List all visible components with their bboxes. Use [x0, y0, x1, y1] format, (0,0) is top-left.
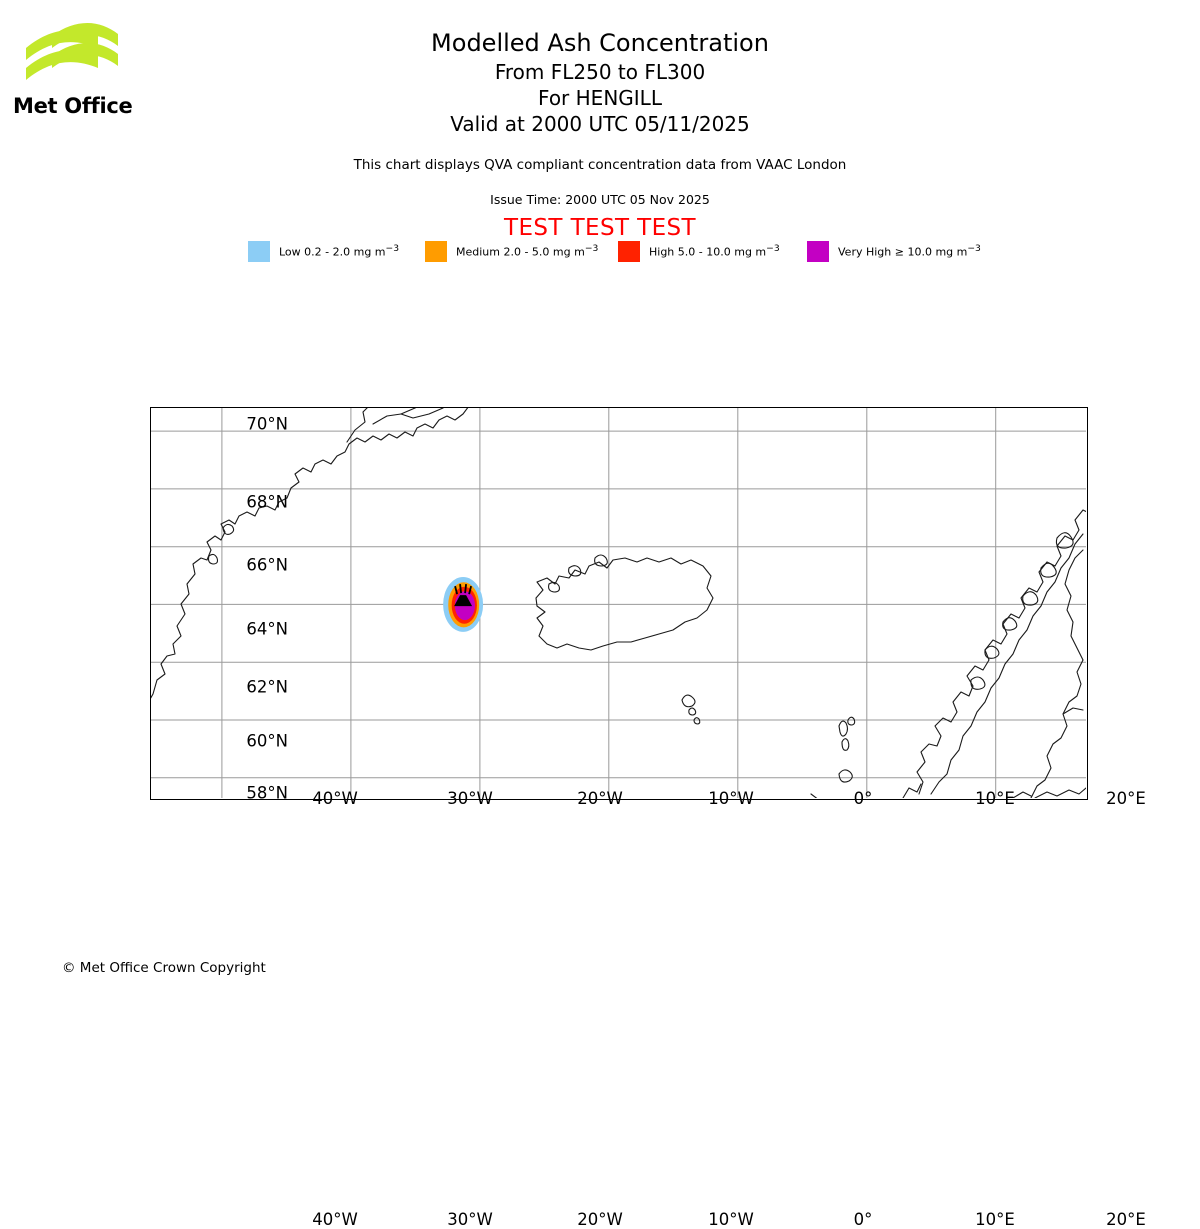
- issue-time-label: Issue Time: 2000 UTC 05 Nov 2025: [490, 192, 710, 207]
- lon-tick-bottom-3: 10°W: [708, 1210, 754, 1229]
- lon-tick-bottom-4: 0°: [853, 1210, 873, 1229]
- lat-tick-left-70: 70°N: [246, 414, 288, 434]
- valid-time-line: Valid at 2000 UTC 05/11/2025: [450, 112, 750, 136]
- legend-swatch-very-high: [807, 240, 829, 262]
- legend-swatch-high: [618, 240, 640, 262]
- gridline-path: [151, 408, 1086, 798]
- volcano-source-marker: [454, 584, 473, 607]
- lon-tick-bottom-1: 30°W: [447, 1210, 493, 1229]
- lat-tick-left-62: 62°N: [246, 677, 288, 697]
- lon-tick-bottom-5: 10°E: [975, 1210, 1015, 1229]
- legend-label-low: Low 0.2 - 2.0 mg m−3: [279, 243, 400, 259]
- legend-label-very-high: Very High ≥ 10.0 mg m−3: [838, 243, 981, 259]
- lon-tick-top-5: 10°E: [975, 789, 1015, 808]
- lat-tick-left-60: 60°N: [246, 731, 288, 751]
- legend-label-high: High 5.0 - 10.0 mg m−3: [649, 243, 780, 259]
- lon-tick-top-6: 20°E: [1106, 789, 1146, 808]
- legend-label-medium: Medium 2.0 - 5.0 mg m−3: [456, 243, 599, 259]
- legend-entry-high: High 5.0 - 10.0 mg m−3: [618, 240, 780, 262]
- lon-tick-top-1: 30°W: [447, 789, 493, 808]
- volcano-triangle-icon: [454, 595, 473, 607]
- lat-tick-left-64: 64°N: [246, 619, 288, 639]
- page-title: Modelled Ash Concentration: [431, 29, 769, 57]
- legend-entry-very-high: Very High ≥ 10.0 mg m−3: [807, 240, 981, 262]
- lon-tick-bottom-2: 20°W: [577, 1210, 623, 1229]
- test-banner: TEST TEST TEST: [504, 215, 696, 241]
- legend-swatch-low: [248, 240, 270, 262]
- legend-entry-medium: Medium 2.0 - 5.0 mg m−3: [425, 240, 598, 262]
- coastlines: [151, 408, 1086, 798]
- lon-tick-top-3: 10°W: [708, 789, 754, 808]
- legend-swatch-medium: [425, 240, 447, 262]
- volcano-eruption-icon: [454, 584, 472, 595]
- legend-entry-low: Low 0.2 - 2.0 mg m−3: [248, 240, 399, 262]
- lon-tick-top-4: 0°: [853, 789, 873, 808]
- map-frame: [150, 407, 1088, 800]
- chart-title-block: Modelled Ash Concentration From FL250 to…: [0, 28, 1200, 137]
- lon-tick-top-2: 20°W: [577, 789, 623, 808]
- map-canvas: [151, 408, 1086, 798]
- concentration-legend: Low 0.2 - 2.0 mg m−3 Medium 2.0 - 5.0 mg…: [248, 240, 988, 262]
- flight-level-line: From FL250 to FL300: [494, 60, 706, 84]
- lat-tick-left-66: 66°N: [246, 555, 288, 575]
- graticule-gridlines: [151, 408, 1086, 798]
- met-office-waves-icon: [26, 23, 118, 80]
- lon-tick-bottom-0: 40°W: [312, 1210, 358, 1229]
- met-office-logo: Met Office: [12, 18, 202, 118]
- lon-tick-bottom-6: 20°E: [1106, 1210, 1146, 1229]
- lat-tick-left-58: 58°N: [246, 783, 288, 803]
- lat-tick-left-68: 68°N: [246, 492, 288, 512]
- copyright-notice: © Met Office Crown Copyright: [62, 960, 266, 976]
- lon-tick-top-0: 40°W: [312, 789, 358, 808]
- ash-concentration-map: 40°W 30°W 20°W 10°W 0° 10°E 20°E 40°W 30…: [150, 407, 1146, 1229]
- chart-subtitle: This chart displays QVA compliant concen…: [353, 157, 847, 173]
- met-office-wordmark: Met Office: [13, 94, 133, 118]
- volcano-name-line: For HENGILL: [538, 86, 662, 110]
